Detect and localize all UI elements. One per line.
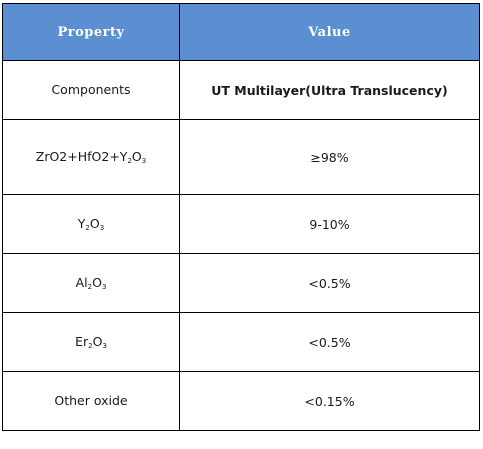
value-cell: ≥98% <box>179 119 480 195</box>
property-cell: Al2O3 <box>2 253 180 313</box>
table-row: Y2O3 9-10% <box>2 194 480 254</box>
header-property: Property <box>2 3 180 61</box>
table-row: Components UT Multilayer(Ultra Transluce… <box>2 60 480 120</box>
property-cell: Components <box>2 60 180 120</box>
value-cell: 9-10% <box>179 194 480 254</box>
table-row: Al2O3 <0.5% <box>2 253 480 313</box>
property-cell: Er2O3 <box>2 312 180 372</box>
property-cell: Y2O3 <box>2 194 180 254</box>
header-value: Value <box>179 3 480 61</box>
property-cell: Other oxide <box>2 371 180 431</box>
value-cell: UT Multilayer(Ultra Translucency) <box>179 60 480 120</box>
value-cell: <0.5% <box>179 253 480 313</box>
header-row: Property Value <box>2 3 480 61</box>
properties-table: Property Value Components UT Multilayer(… <box>2 3 480 431</box>
value-cell: <0.15% <box>179 371 480 431</box>
table-row: Other oxide <0.15% <box>2 371 480 431</box>
value-cell: <0.5% <box>179 312 480 372</box>
table-row: Er2O3 <0.5% <box>2 312 480 372</box>
property-cell: ZrO2+HfO2+Y2O3 <box>2 119 180 195</box>
table-row: ZrO2+HfO2+Y2O3 ≥98% <box>2 119 480 195</box>
